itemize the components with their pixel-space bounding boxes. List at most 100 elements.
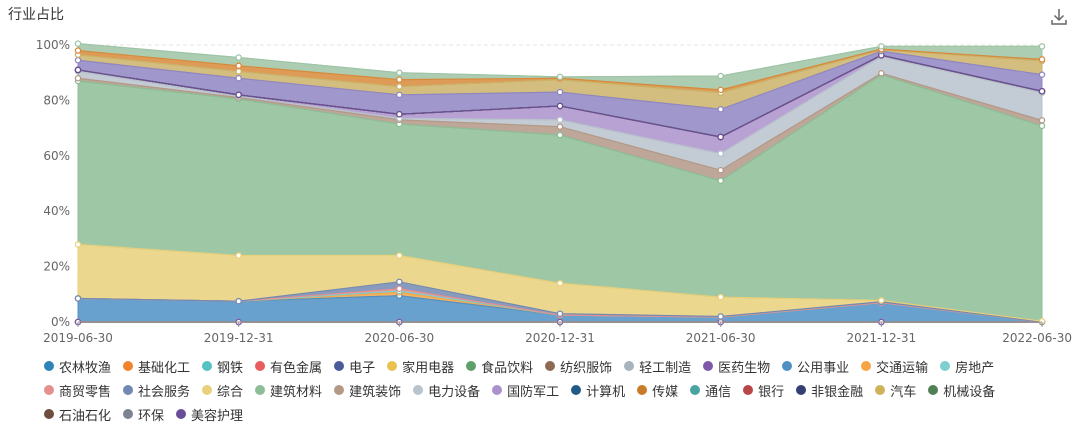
data-point[interactable] — [396, 69, 403, 76]
legend-item[interactable]: 通信 — [690, 381, 732, 400]
data-point[interactable] — [396, 111, 403, 118]
data-point[interactable] — [235, 252, 242, 259]
data-point[interactable] — [717, 150, 724, 157]
data-point[interactable] — [717, 86, 724, 94]
data-point[interactable] — [556, 88, 564, 96]
data-point[interactable] — [1038, 88, 1046, 95]
data-point[interactable] — [396, 91, 403, 99]
legend-item[interactable]: 钢铁 — [202, 357, 243, 376]
data-point[interactable] — [235, 91, 242, 99]
legend-label: 建筑装饰 — [349, 384, 402, 400]
x-tick-label: 2019-12-31 — [204, 331, 274, 345]
data-point[interactable] — [556, 123, 564, 130]
legend-label: 食品饮料 — [481, 360, 534, 376]
data-point[interactable] — [1038, 43, 1046, 50]
data-point[interactable] — [717, 177, 724, 184]
data-point[interactable] — [396, 83, 403, 90]
legend-item[interactable]: 社会服务 — [123, 381, 190, 400]
data-point[interactable] — [1038, 71, 1046, 78]
data-point[interactable] — [396, 76, 403, 83]
legend-marker — [571, 385, 582, 395]
legend-item[interactable]: 食品饮料 — [466, 357, 534, 376]
data-point[interactable] — [396, 285, 403, 293]
data-point[interactable] — [74, 47, 82, 54]
legend-item[interactable]: 计算机 — [571, 381, 625, 400]
legend-item[interactable]: 轻工制造 — [624, 357, 692, 376]
data-point[interactable] — [74, 40, 82, 47]
data-point[interactable] — [235, 62, 242, 70]
legend-marker — [928, 385, 939, 395]
legend-label: 公用事业 — [797, 360, 850, 376]
data-point[interactable] — [235, 54, 242, 61]
data-point[interactable] — [717, 72, 724, 80]
legend-item[interactable]: 公用事业 — [782, 357, 850, 376]
legend-item[interactable]: 环保 — [123, 405, 165, 424]
legend-label: 轻工制造 — [639, 360, 692, 376]
legend-marker — [743, 385, 754, 395]
data-point[interactable] — [396, 278, 403, 286]
legend-item[interactable]: 有色金属 — [255, 357, 322, 376]
data-point[interactable] — [1038, 56, 1046, 63]
data-point[interactable] — [74, 66, 82, 74]
data-point[interactable] — [878, 43, 885, 50]
data-point[interactable] — [556, 131, 564, 139]
x-tick-label: 2021-12-31 — [846, 331, 916, 345]
legend-item[interactable]: 纺织服饰 — [545, 357, 612, 376]
data-point[interactable] — [74, 295, 82, 302]
legend-item[interactable]: 基础化工 — [123, 357, 190, 376]
data-point[interactable] — [235, 297, 242, 305]
data-point[interactable] — [717, 133, 724, 141]
legend-marker — [123, 409, 134, 419]
legend-item[interactable]: 医药生物 — [703, 357, 770, 376]
data-point[interactable] — [235, 74, 242, 82]
legend-label: 通信 — [705, 384, 732, 400]
legend-label: 电力设备 — [428, 384, 481, 400]
data-point[interactable] — [556, 102, 564, 110]
data-point[interactable] — [556, 310, 564, 317]
legend-item[interactable]: 银行 — [743, 381, 784, 400]
legend-item[interactable]: 家用电器 — [387, 357, 454, 376]
legend-item[interactable]: 非银金融 — [796, 381, 863, 400]
legend-label: 石油石化 — [59, 408, 112, 424]
legend-label: 环保 — [138, 408, 165, 424]
legend-item[interactable]: 综合 — [202, 381, 243, 400]
legend-item[interactable]: 电力设备 — [413, 381, 481, 400]
data-point[interactable] — [74, 241, 82, 248]
data-point[interactable] — [396, 252, 403, 259]
legend-item[interactable]: 商贸零售 — [44, 381, 111, 400]
legend-item[interactable]: 农林牧渔 — [44, 357, 111, 376]
legend-item[interactable]: 机械设备 — [928, 381, 995, 400]
legend-item[interactable]: 石油石化 — [44, 405, 112, 424]
data-point[interactable] — [878, 70, 885, 77]
download-icon[interactable] — [1048, 6, 1070, 28]
legend-item[interactable]: 汽车 — [875, 381, 916, 400]
data-point[interactable] — [717, 313, 724, 320]
y-tick-label: 0% — [51, 315, 70, 329]
data-point[interactable] — [74, 56, 82, 64]
data-point[interactable] — [1038, 122, 1046, 130]
data-point[interactable] — [74, 74, 82, 82]
legend-item[interactable]: 建筑装饰 — [334, 381, 402, 400]
y-tick-label: 20% — [43, 260, 70, 274]
legend-item[interactable]: 房地产 — [940, 357, 995, 376]
legend-label: 房地产 — [955, 360, 995, 376]
legend-label: 建筑材料 — [270, 384, 323, 400]
data-point[interactable] — [556, 116, 564, 124]
data-point[interactable] — [717, 166, 724, 174]
x-tick-label: 2021-06-30 — [686, 331, 756, 345]
legend-item[interactable]: 电子 — [334, 357, 375, 376]
legend-marker — [413, 385, 424, 395]
data-point[interactable] — [1038, 117, 1046, 124]
legend-marker — [202, 385, 213, 395]
legend-item[interactable]: 传媒 — [637, 381, 678, 400]
legend-item[interactable]: 交通运输 — [861, 357, 928, 376]
legend-item[interactable]: 美容护理 — [176, 405, 243, 424]
data-point[interactable] — [235, 68, 242, 75]
legend-item[interactable]: 建筑材料 — [255, 381, 323, 400]
data-point[interactable] — [717, 293, 724, 301]
data-point[interactable] — [556, 279, 564, 287]
data-point[interactable] — [717, 106, 724, 113]
legend-item[interactable]: 国防军工 — [492, 381, 559, 400]
data-point[interactable] — [556, 73, 564, 81]
data-point[interactable] — [878, 297, 885, 304]
